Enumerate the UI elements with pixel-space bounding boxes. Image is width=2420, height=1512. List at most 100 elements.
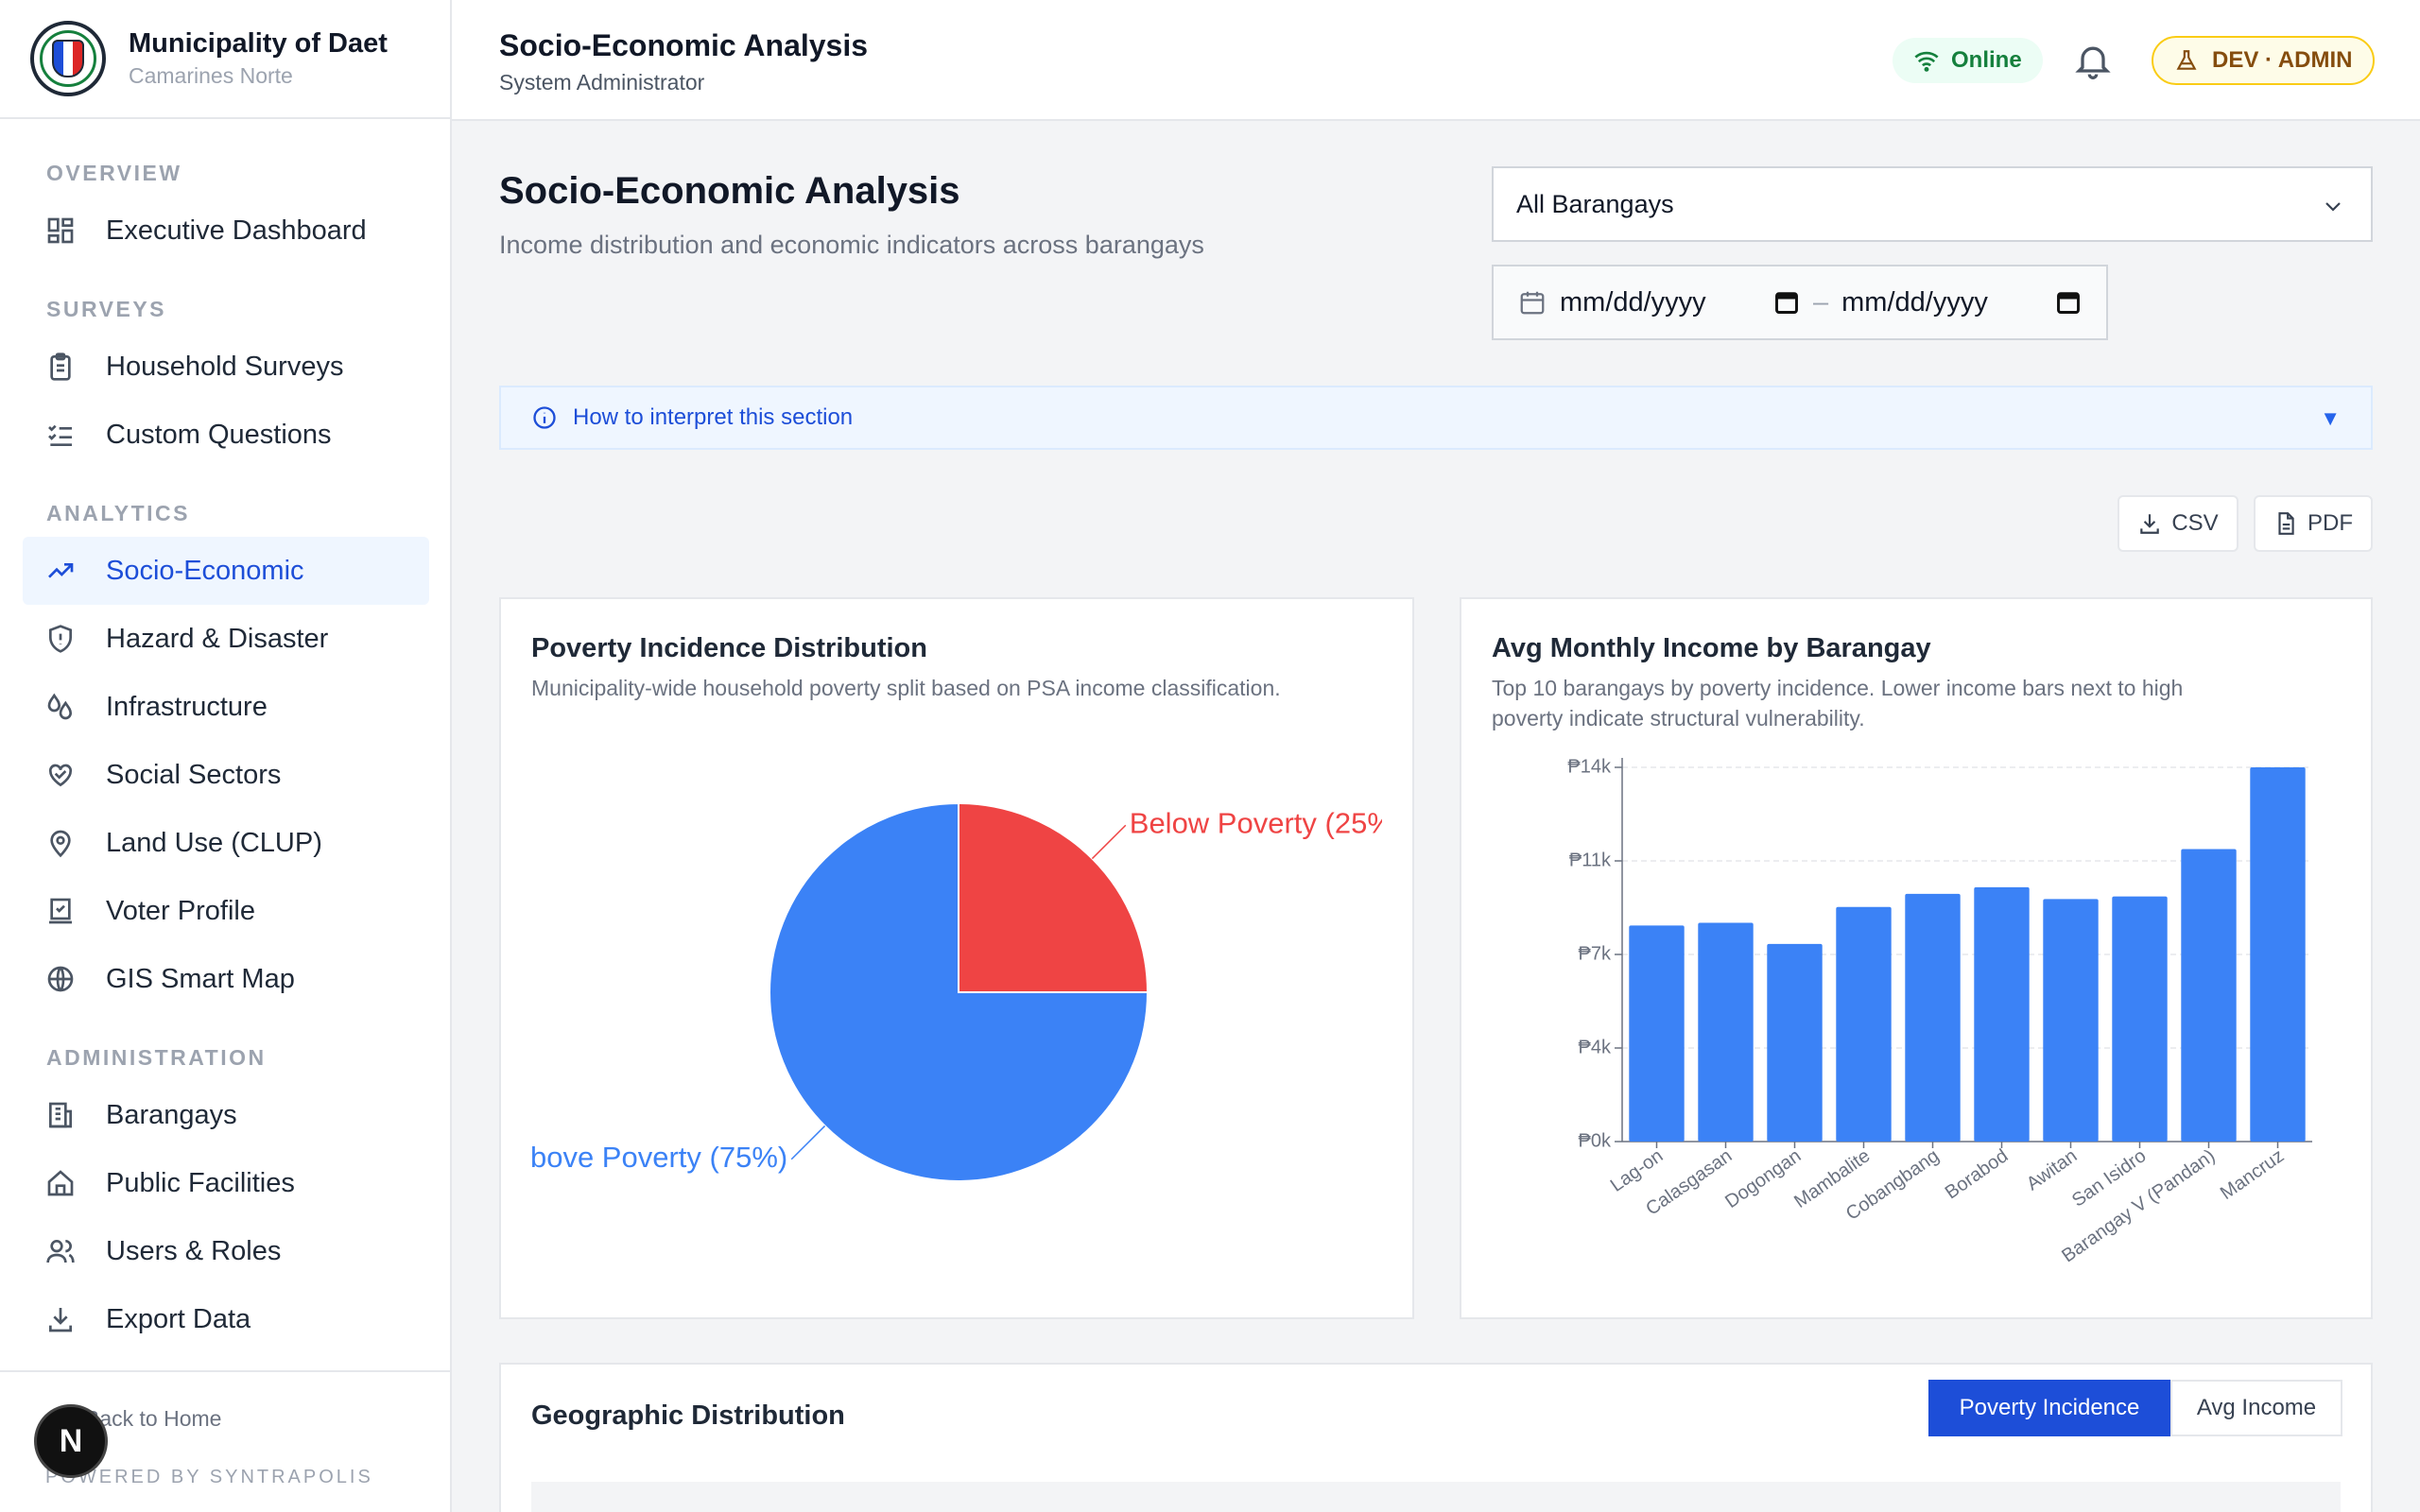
sidebar-footer: Back to Home POWERED BY SYNTRAPOLIS N — [0, 1370, 450, 1512]
income-bar — [1836, 906, 1892, 1142]
income-bar — [1629, 925, 1685, 1142]
role-badge-label: DEV · ADMIN — [2212, 47, 2353, 73]
online-status-badge: Online — [1893, 38, 2043, 83]
sidebar-item-hazard-disaster[interactable]: Hazard & Disaster — [23, 605, 429, 673]
sidebar-item-label: Export Data — [106, 1303, 251, 1334]
users-icon — [46, 1240, 75, 1263]
sidebar-item-social-sectors[interactable]: Social Sectors — [23, 741, 429, 809]
income-bar — [2112, 896, 2168, 1142]
back-to-home-link[interactable]: Back to Home — [85, 1406, 222, 1431]
pie-slice-label: Below Poverty (25%) — [1130, 806, 1403, 839]
bell-icon[interactable] — [2072, 40, 2114, 81]
nav-section-overview: OVERVIEW — [46, 161, 182, 185]
income-bar — [1767, 943, 1823, 1142]
chevron-down-icon — [2325, 202, 2341, 212]
sidebar-item-barangays[interactable]: Barangays — [23, 1081, 429, 1149]
shield-alert-icon — [49, 625, 72, 653]
poverty-incidence-card: Below Poverty (25%) Above Poverty (75%) P… — [499, 597, 1414, 1319]
online-status-label: Online — [1951, 47, 2022, 73]
y-tick-label: ₱0k — [1579, 1130, 1612, 1151]
map-pin-icon — [50, 830, 71, 858]
tab-poverty-incidence[interactable]: Poverty Incidence — [1928, 1380, 2170, 1436]
sidebar-item-custom-questions[interactable]: Custom Questions — [23, 401, 429, 469]
poverty-card-title: Poverty Incidence Distribution — [531, 633, 927, 663]
tab-avg-income[interactable]: Avg Income — [2170, 1380, 2342, 1436]
geo-card-title: Geographic Distribution — [531, 1400, 845, 1431]
interpret-label: How to interpret this section — [573, 404, 854, 430]
file-text-icon — [2278, 512, 2294, 535]
nav-section-administration: ADMINISTRATION — [46, 1045, 267, 1070]
download-icon — [2140, 514, 2160, 534]
sidebar-item-label: Household Surveys — [106, 351, 344, 382]
brand-header[interactable]: Municipality of Daet Camarines Norte — [0, 0, 450, 119]
income-bar — [2043, 899, 2099, 1142]
y-tick-label: ₱7k — [1579, 943, 1612, 964]
grid-icon — [47, 217, 74, 244]
heart-hand-icon — [48, 764, 73, 787]
date-range-picker: mm/dd/yyyy – mm/dd/yyyy — [1492, 265, 2108, 340]
pie-slice-label: Above Poverty (75%) — [510, 1141, 787, 1174]
export-csv-button[interactable]: CSV — [2118, 495, 2238, 552]
income-bar-chart: ₱0k₱4k₱7k₱11k₱14kLag-onCalasgasanDogonga… — [1567, 756, 2312, 1266]
wifi-icon — [1914, 51, 1939, 72]
powered-by-label: POWERED BY SYNTRAPOLIS — [45, 1467, 373, 1487]
y-tick-label: ₱11k — [1569, 850, 1612, 870]
export-csv-label: CSV — [2171, 510, 2219, 536]
sidebar-item-land-use[interactable]: Land Use (CLUP) — [23, 809, 429, 877]
export-pdf-button[interactable]: PDF — [2254, 495, 2373, 552]
role-badge: DEV · ADMIN — [2152, 36, 2376, 85]
sidebar-item-executive-dashboard[interactable]: Executive Dashboard — [23, 197, 429, 265]
income-bar — [2181, 849, 2237, 1142]
globe-icon — [47, 966, 74, 992]
sidebar-item-public-facilities[interactable]: Public Facilities — [23, 1149, 429, 1217]
poverty-pie-chart: Below Poverty (25%) Above Poverty (75%) — [510, 801, 1403, 1182]
sidebar-item-export-data[interactable]: Export Data — [23, 1285, 429, 1353]
sidebar-item-voter-profile[interactable]: Voter Profile — [23, 877, 429, 945]
sidebar-item-infrastructure[interactable]: Infrastructure — [23, 673, 429, 741]
x-tick-label: Borabod — [1942, 1145, 2013, 1203]
geographic-distribution-card: Geographic Distribution Poverty Incidenc… — [499, 1363, 2373, 1512]
nav-section-analytics: ANALYTICS — [46, 501, 190, 525]
sidebar-item-label: Infrastructure — [106, 691, 268, 722]
x-tick-label: Mancruz — [2217, 1145, 2288, 1204]
barangay-select[interactable]: All Barangays — [1492, 166, 2373, 242]
sidebar-item-label: Users & Roles — [106, 1235, 282, 1266]
sidebar-item-label: Barangays — [106, 1099, 237, 1130]
income-card-description-line: poverty indicate structural vulnerabilit… — [1492, 706, 1865, 730]
sidebar-item-socio-economic[interactable]: Socio-Economic — [23, 537, 429, 605]
income-bar — [1905, 893, 1961, 1142]
x-tick-label: Dogongan — [1721, 1145, 1805, 1212]
municipal-seal-logo — [30, 21, 106, 96]
trend-up-icon — [48, 563, 74, 578]
date-from-input[interactable]: mm/dd/yyyy — [1560, 287, 1800, 318]
x-tick-label: Awitan — [2023, 1145, 2081, 1194]
home-icon — [47, 1170, 74, 1196]
income-card-title: Avg Monthly Income by Barangay — [1492, 633, 1931, 663]
flask-icon — [2176, 50, 2197, 70]
next-dev-badge[interactable]: N — [34, 1404, 108, 1478]
page-title: Socio-Economic Analysis — [499, 170, 960, 212]
barangay-select-value: All Barangays — [1516, 189, 1674, 218]
calendar-picker-icon[interactable] — [2055, 289, 2082, 316]
sidebar-item-label: Socio-Economic — [106, 555, 304, 586]
date-to-input[interactable]: mm/dd/yyyy — [1841, 287, 2082, 318]
calendar-picker-icon[interactable] — [1773, 289, 1800, 316]
sidebar-item-users-roles[interactable]: Users & Roles — [23, 1217, 429, 1285]
topbar-title: Socio-Economic Analysis — [499, 28, 869, 62]
info-icon — [533, 406, 556, 429]
clipboard-icon — [50, 352, 71, 381]
sidebar-item-label: Custom Questions — [106, 419, 332, 450]
topbar-subtitle: System Administrator — [499, 70, 705, 94]
nav-section-surveys: SURVEYS — [46, 297, 167, 321]
sidebar-item-label: Voter Profile — [106, 895, 255, 926]
sidebar-item-gis-smart-map[interactable]: GIS Smart Map — [23, 945, 429, 1013]
x-tick-label: Lag-on — [1607, 1145, 1668, 1196]
geo-map-area — [531, 1482, 2341, 1512]
income-card-description-line: Top 10 barangays by poverty incidence. L… — [1492, 676, 2184, 700]
page-subtitle: Income distribution and economic indicat… — [499, 231, 1204, 259]
sidebar-item-household-surveys[interactable]: Household Surveys — [23, 333, 429, 401]
brand-title: Municipality of Daet — [129, 28, 388, 59]
pie-plot-area: Below Poverty (25%) Above Poverty (75%) — [510, 801, 1403, 1182]
avg-income-card: ₱0k ₱4k ₱7k ₱11k ₱14k Lag-on Calasgasan Dogonga… — [1460, 597, 2373, 1319]
interpret-section-toggle[interactable]: How to interpret this section ▼ — [499, 386, 2373, 450]
